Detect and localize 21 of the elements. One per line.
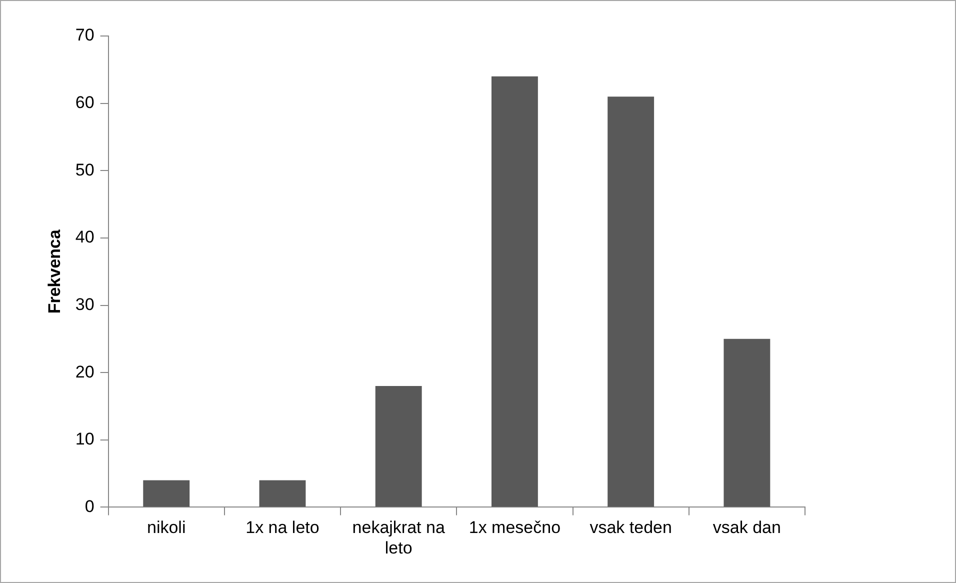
y-axis-title: Frekvenca bbox=[44, 229, 64, 314]
y-tick-label: 60 bbox=[75, 93, 94, 112]
bar bbox=[724, 338, 770, 507]
y-tick-label: 10 bbox=[75, 430, 94, 449]
bar bbox=[375, 386, 422, 507]
x-tick-label: vsak teden bbox=[590, 518, 672, 538]
x-tick-label: vsak dan bbox=[712, 518, 781, 538]
bar bbox=[259, 480, 306, 507]
x-tick-label: 1x mesečno bbox=[468, 518, 561, 538]
y-tick-label: 40 bbox=[75, 228, 94, 247]
x-tick-label: 1x na leto bbox=[246, 518, 320, 538]
y-tick-label: 70 bbox=[75, 26, 94, 45]
bar bbox=[143, 480, 190, 507]
y-tick-label: 30 bbox=[75, 294, 94, 314]
bar bbox=[491, 76, 538, 507]
x-tick-label: nikoli bbox=[146, 518, 186, 538]
x-tick-label: nekajkrat na leto bbox=[352, 518, 446, 558]
y-tick-label: 20 bbox=[75, 362, 94, 382]
bar bbox=[608, 96, 654, 507]
y-tick-label: 50 bbox=[75, 160, 94, 180]
y-tick-label: 0 bbox=[84, 496, 94, 516]
